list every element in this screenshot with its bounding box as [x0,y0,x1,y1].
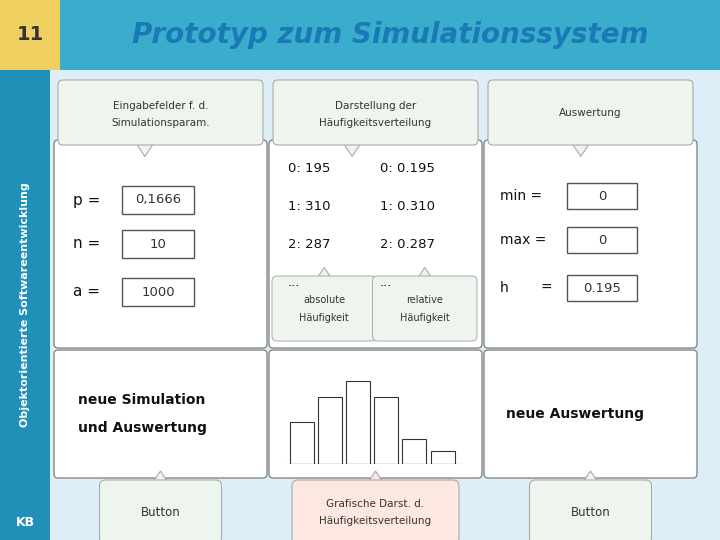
Text: 0,1666: 0,1666 [135,193,181,206]
Text: Prototyp zum Simulationssystem: Prototyp zum Simulationssystem [132,21,648,49]
Text: Auswertung: Auswertung [559,107,622,118]
FancyBboxPatch shape [54,350,267,478]
Text: 1: 310: 1: 310 [288,199,330,213]
Bar [0,0,60,70]
Polygon shape [315,267,333,281]
FancyBboxPatch shape [99,480,222,540]
Text: 1000: 1000 [141,286,175,299]
FancyBboxPatch shape [372,276,477,341]
Text: Eingabefelder f. d.: Eingabefelder f. d. [113,101,208,111]
Text: 2: 287: 2: 287 [288,238,330,251]
Text: 10: 10 [150,238,166,251]
Text: 0: 0.195: 0: 0.195 [379,161,434,174]
Text: p =: p = [73,192,100,207]
Polygon shape [366,471,385,486]
Bar [402,439,426,464]
FancyBboxPatch shape [567,227,637,253]
Text: 0: 0 [598,233,606,246]
Text: 0: 195: 0: 195 [288,161,330,174]
Text: 1: 0.310: 1: 0.310 [379,199,435,213]
Bar [431,451,454,464]
FancyBboxPatch shape [484,140,697,348]
Text: Darstellung der: Darstellung der [335,101,416,111]
Polygon shape [341,140,363,157]
Bar [0,70,50,540]
Text: 11: 11 [17,25,44,44]
Text: min =: min = [500,189,542,203]
Text: und Auswertung: und Auswertung [78,421,207,435]
FancyBboxPatch shape [122,230,194,258]
Text: Häufigkeitsverteilung: Häufigkeitsverteilung [320,516,431,526]
Bar [0,0,720,70]
Polygon shape [580,471,600,486]
Text: Häufigkeit: Häufigkeit [400,313,449,323]
Text: neue Simulation: neue Simulation [78,393,205,407]
Text: absolute: absolute [303,295,346,305]
Text: 2: 0.287: 2: 0.287 [379,238,435,251]
Text: n =: n = [73,237,100,252]
Text: Häufigkeitsverteilung: Häufigkeitsverteilung [320,118,431,129]
Text: max =: max = [500,233,546,247]
Text: 0: 0 [598,190,606,202]
Polygon shape [415,267,433,281]
Polygon shape [570,140,592,157]
Text: KB: KB [15,516,35,529]
FancyBboxPatch shape [567,183,637,209]
Text: ...: ... [288,275,300,288]
Text: neue Auswertung: neue Auswertung [506,407,644,421]
FancyBboxPatch shape [488,80,693,145]
Polygon shape [134,140,156,157]
FancyBboxPatch shape [122,278,194,306]
FancyBboxPatch shape [567,275,637,301]
Polygon shape [150,471,171,486]
Bar [346,381,370,464]
FancyBboxPatch shape [272,276,377,341]
Bar [289,422,313,464]
Text: Button: Button [140,505,181,518]
FancyBboxPatch shape [292,480,459,540]
FancyBboxPatch shape [529,480,652,540]
Bar [318,397,342,464]
Text: Grafische Darst. d.: Grafische Darst. d. [326,499,425,509]
Text: ...: ... [379,275,392,288]
Text: a =: a = [73,285,100,300]
Text: =: = [540,281,552,295]
Text: Button: Button [571,505,611,518]
FancyBboxPatch shape [54,140,267,348]
Text: h: h [500,281,509,295]
FancyBboxPatch shape [58,80,263,145]
Bar [374,397,398,464]
FancyBboxPatch shape [273,80,478,145]
Text: Häufigkeit: Häufigkeit [300,313,349,323]
Text: Simulationsparam.: Simulationsparam. [111,118,210,129]
Text: relative: relative [406,295,444,305]
Text: 0.195: 0.195 [583,281,621,294]
FancyBboxPatch shape [269,140,482,348]
FancyBboxPatch shape [269,350,482,478]
FancyBboxPatch shape [122,186,194,214]
Text: Objektorientierte Softwareentwicklung: Objektorientierte Softwareentwicklung [20,183,30,427]
FancyBboxPatch shape [484,350,697,478]
